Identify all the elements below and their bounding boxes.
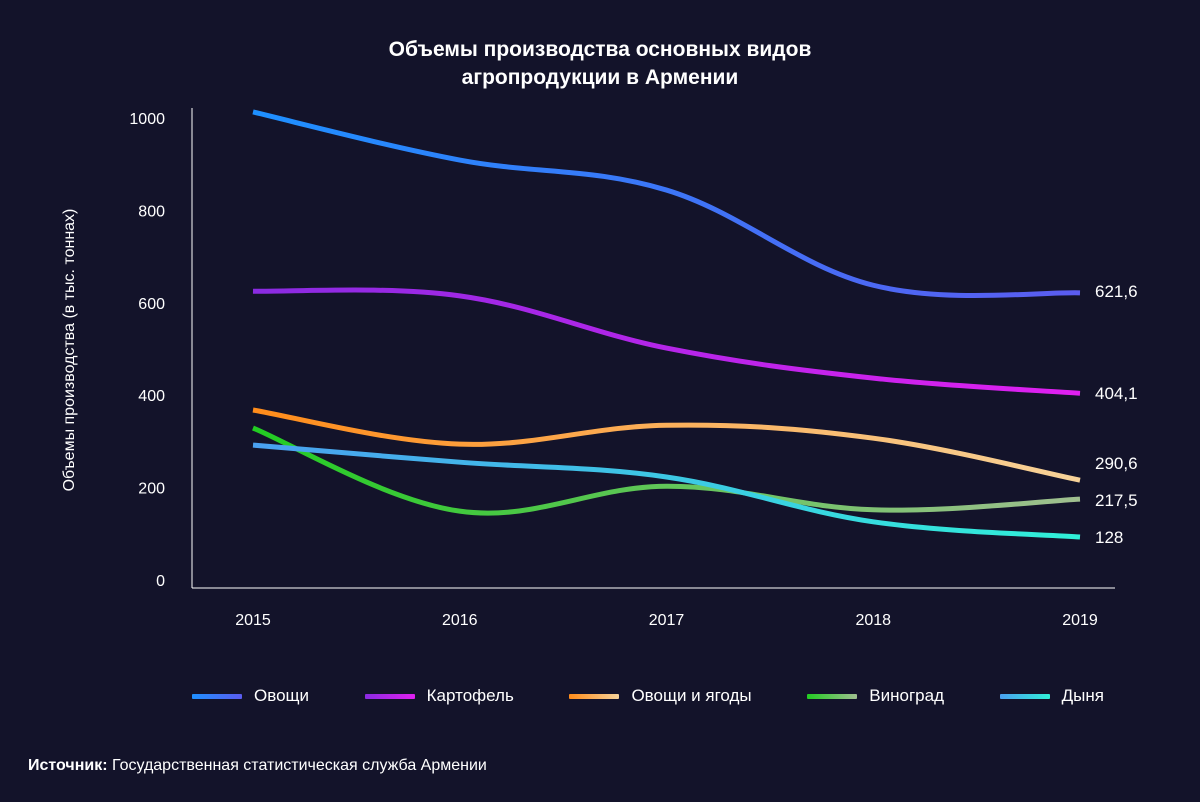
x-tick-label: 2019 [1062,612,1098,629]
legend-label: Картофель [426,686,514,705]
legend-swatch [569,693,620,699]
x-tick-label: 2017 [649,612,685,629]
legend-swatch [192,693,242,699]
end-value-label: 404,1 [1095,384,1138,403]
y-axis-label: Объемы производства (в тыс. тоннах) [61,208,78,492]
legend-swatch [999,693,1050,699]
end-value-label: 290,6 [1095,454,1138,473]
x-tick-label: 2015 [235,612,271,629]
legend-item: Виноград [807,686,944,706]
legend-item: Овощи и ягоды [569,686,752,706]
legend-item: Картофель [364,686,514,706]
x-tick-label: 2016 [442,612,478,629]
y-tick-label: 0 [156,573,165,590]
end-value-label: 621,6 [1095,282,1138,301]
chart-title-line-1: Объемы производства основных видов [388,38,812,61]
legend-swatch [364,693,415,699]
y-tick-label: 800 [138,203,165,220]
legend-item: Дыня [999,686,1104,706]
y-tick-label: 200 [138,481,165,498]
series-line-5 [252,442,1081,540]
legend-label: Виноград [869,686,945,705]
end-value-label: 217,5 [1095,491,1138,510]
chart-title-line-2: агропродукции в Армении [461,66,739,89]
legend-label: Дыня [1061,686,1104,705]
source-note: Источник: Государственная статистическая… [28,757,487,775]
chart-title: Объемы производства основных видов агроп… [0,36,1200,92]
source-label: Источник: [28,757,108,774]
source-text: Государственная статистическая служба Ар… [107,757,487,774]
series-line-3 [252,407,1081,483]
legend-item: Овощи [192,686,309,706]
y-tick-label: 600 [138,296,165,313]
series-line-2 [252,287,1081,396]
legend-label: Овощи [254,686,310,705]
x-tick-label: 2018 [855,612,891,629]
legend-label: Овощи и ягоды [631,686,752,705]
y-tick-label: 1000 [129,111,165,128]
series-line-1 [252,109,1081,299]
series-line-4 [252,425,1081,516]
end-value-label: 128 [1095,528,1123,547]
legend-swatch [807,693,858,699]
legend: Овощи Картофель Овощи и ягоды Виноград Дыня [192,686,1104,706]
y-tick-label: 400 [138,388,165,405]
